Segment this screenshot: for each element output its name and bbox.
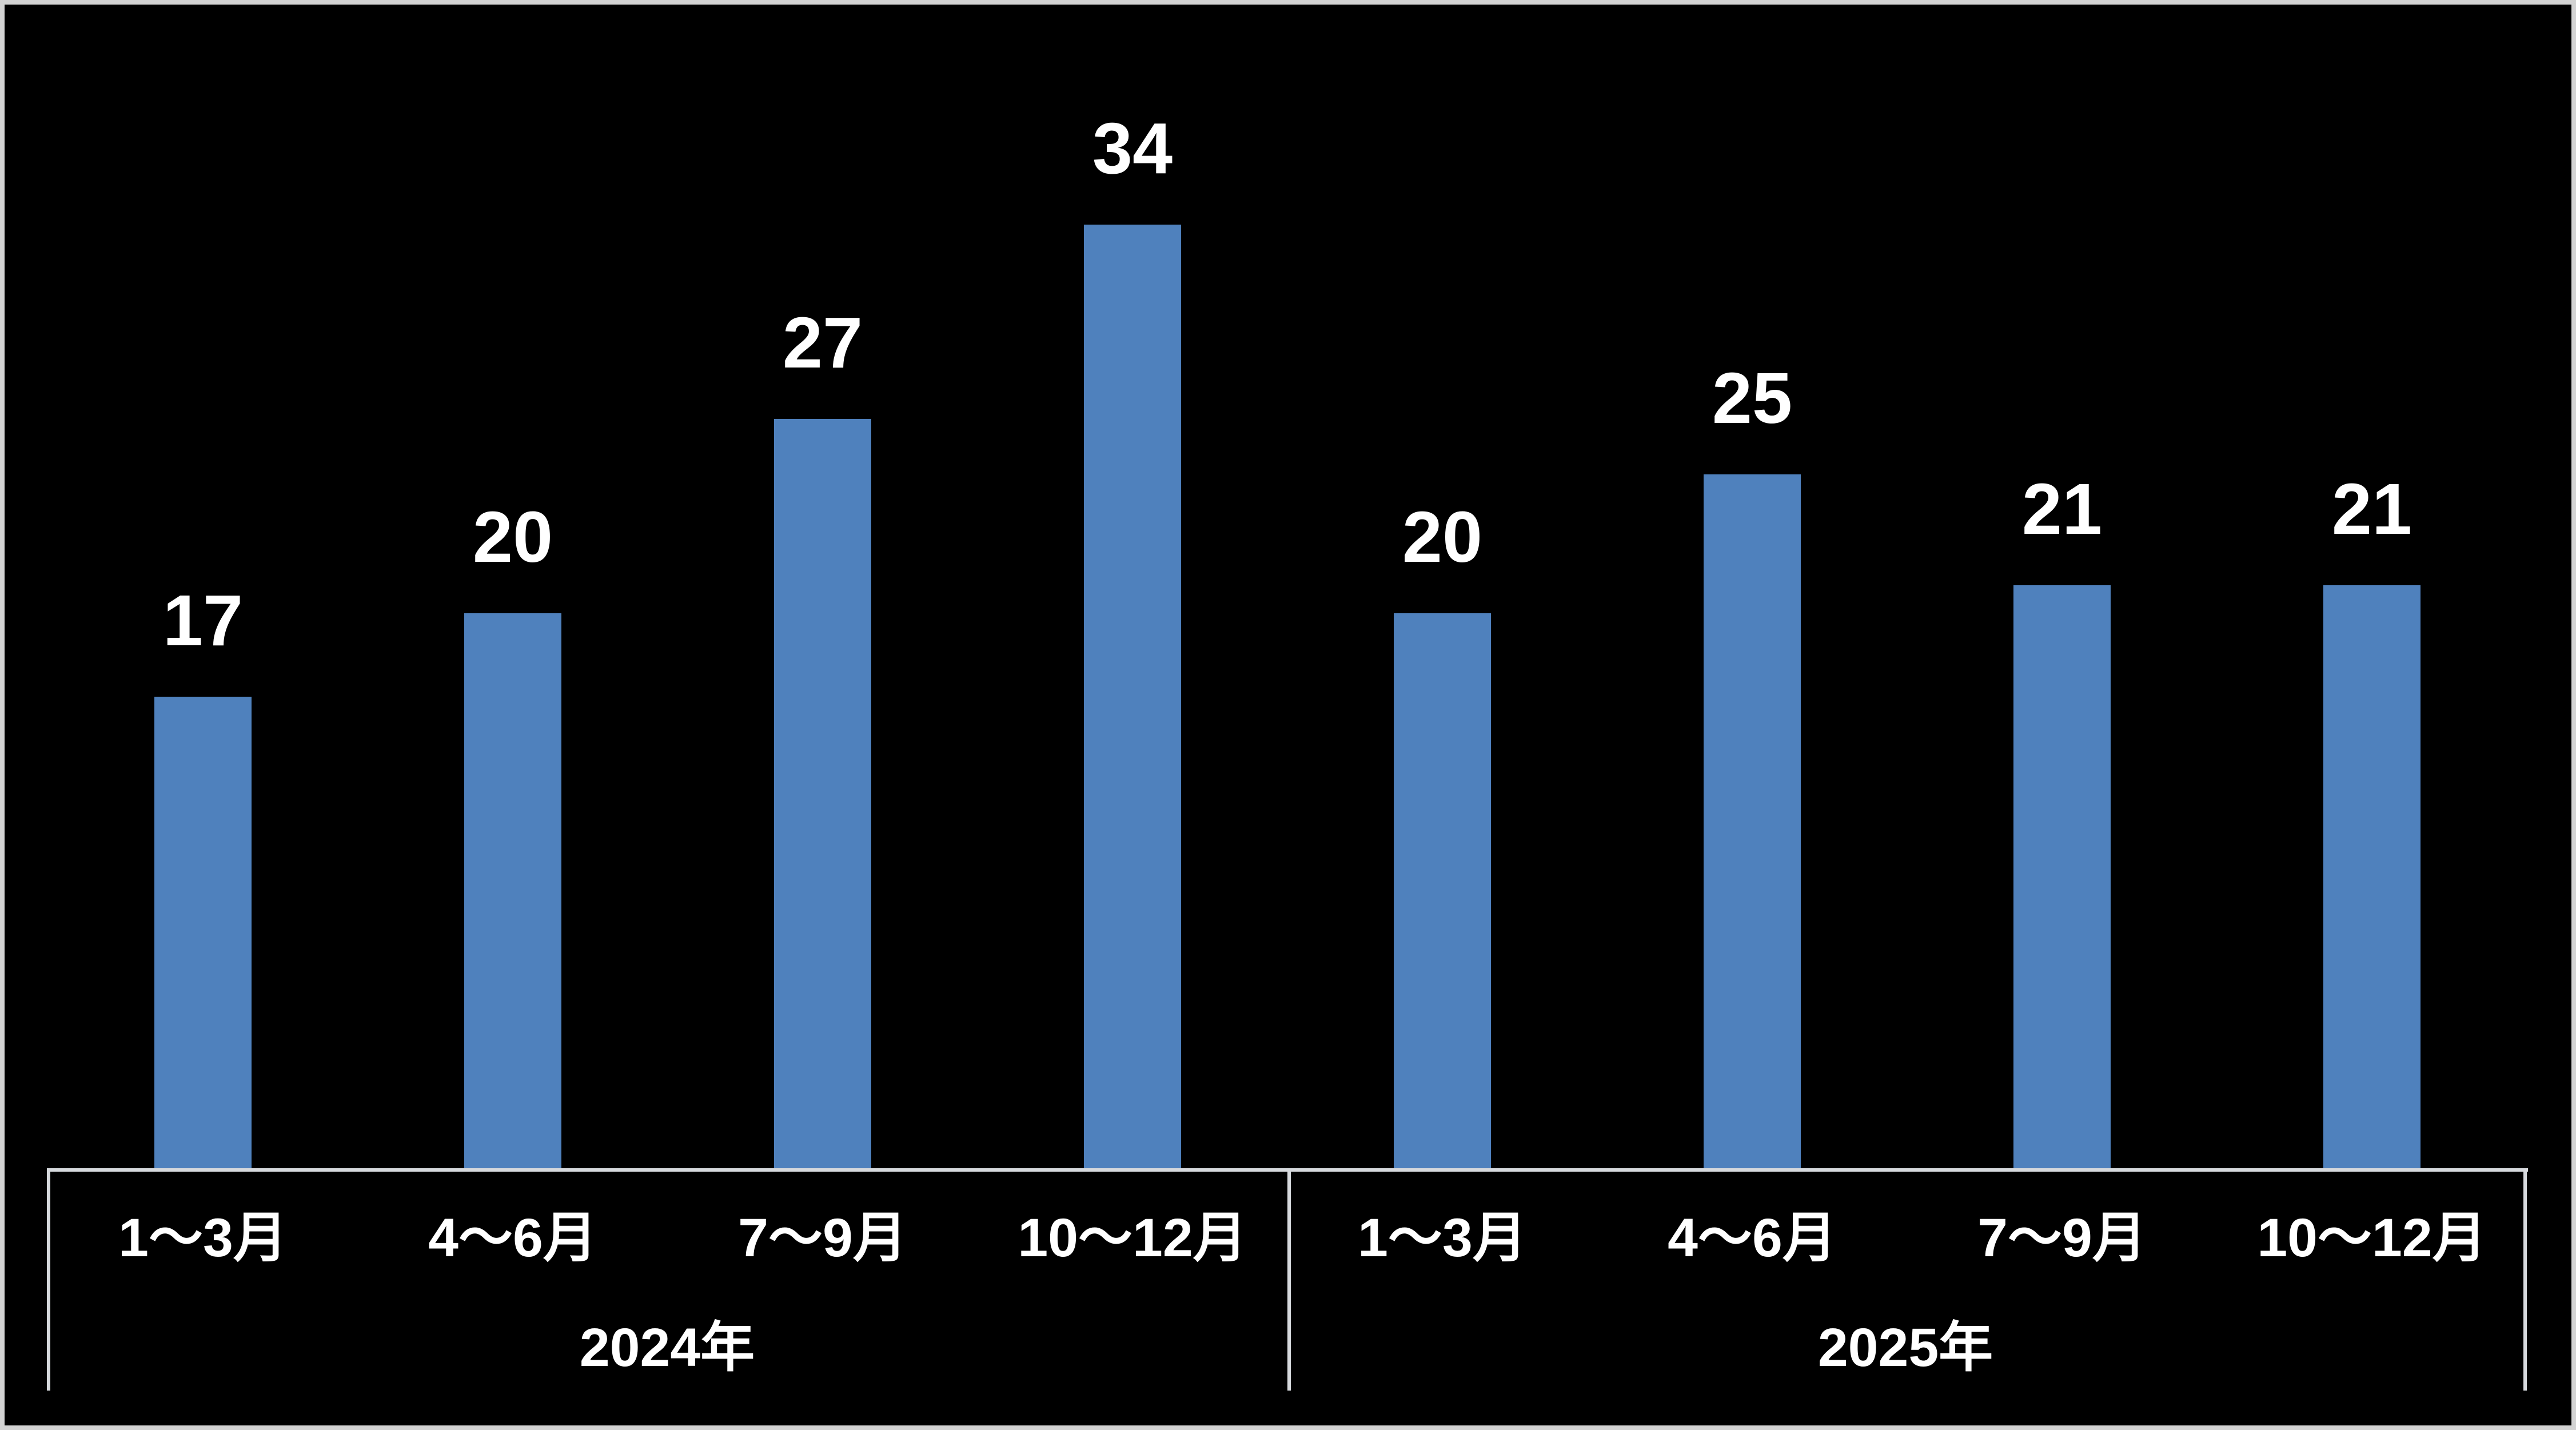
axis-label-quarter: 4〜6月 — [1668, 1208, 1837, 1268]
axis-label-quarter: 10〜12月 — [1018, 1208, 1247, 1268]
bar — [1704, 474, 1801, 1168]
axis-label-quarter: 1〜3月 — [1358, 1208, 1527, 1268]
axis-label-quarter: 4〜6月 — [428, 1208, 597, 1268]
axis-label-year: 2024年 — [579, 1317, 755, 1378]
x-axis-line — [47, 1168, 2528, 1172]
bar — [2323, 585, 2421, 1168]
value-label: 25 — [1712, 358, 1793, 438]
axis-group-separator — [47, 1172, 50, 1391]
value-label: 20 — [472, 497, 553, 577]
bar — [2013, 585, 2111, 1168]
value-label: 20 — [1402, 497, 1483, 577]
axis-label-quarter: 7〜9月 — [738, 1208, 907, 1268]
bar — [1084, 225, 1181, 1168]
bar — [464, 613, 561, 1168]
value-label: 21 — [2331, 469, 2412, 549]
axis-label-quarter: 1〜3月 — [118, 1208, 288, 1268]
axis-label-quarter: 7〜9月 — [1977, 1208, 2147, 1268]
bar — [774, 419, 871, 1168]
bar — [1394, 613, 1491, 1168]
axis-group-separator — [1287, 1172, 1291, 1391]
value-label: 17 — [162, 580, 244, 661]
value-label: 34 — [1092, 108, 1173, 189]
axis-label-quarter: 10〜12月 — [2257, 1208, 2487, 1268]
axis-group-separator — [2523, 1172, 2527, 1391]
value-label: 27 — [782, 302, 863, 383]
axis-label-year: 2025年 — [1817, 1317, 1993, 1378]
bar — [154, 697, 252, 1168]
value-label: 21 — [2021, 469, 2103, 549]
